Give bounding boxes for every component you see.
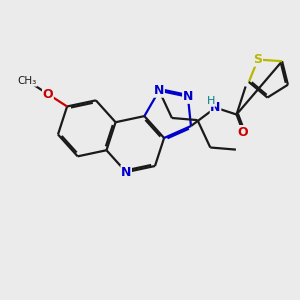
- Text: N: N: [154, 84, 164, 97]
- Text: O: O: [43, 88, 53, 100]
- Text: N: N: [121, 166, 131, 178]
- Text: N: N: [210, 101, 221, 114]
- Text: CH₃: CH₃: [18, 76, 37, 86]
- Text: H: H: [207, 96, 215, 106]
- Text: N: N: [183, 90, 193, 103]
- Text: S: S: [254, 53, 262, 66]
- Text: O: O: [238, 126, 248, 139]
